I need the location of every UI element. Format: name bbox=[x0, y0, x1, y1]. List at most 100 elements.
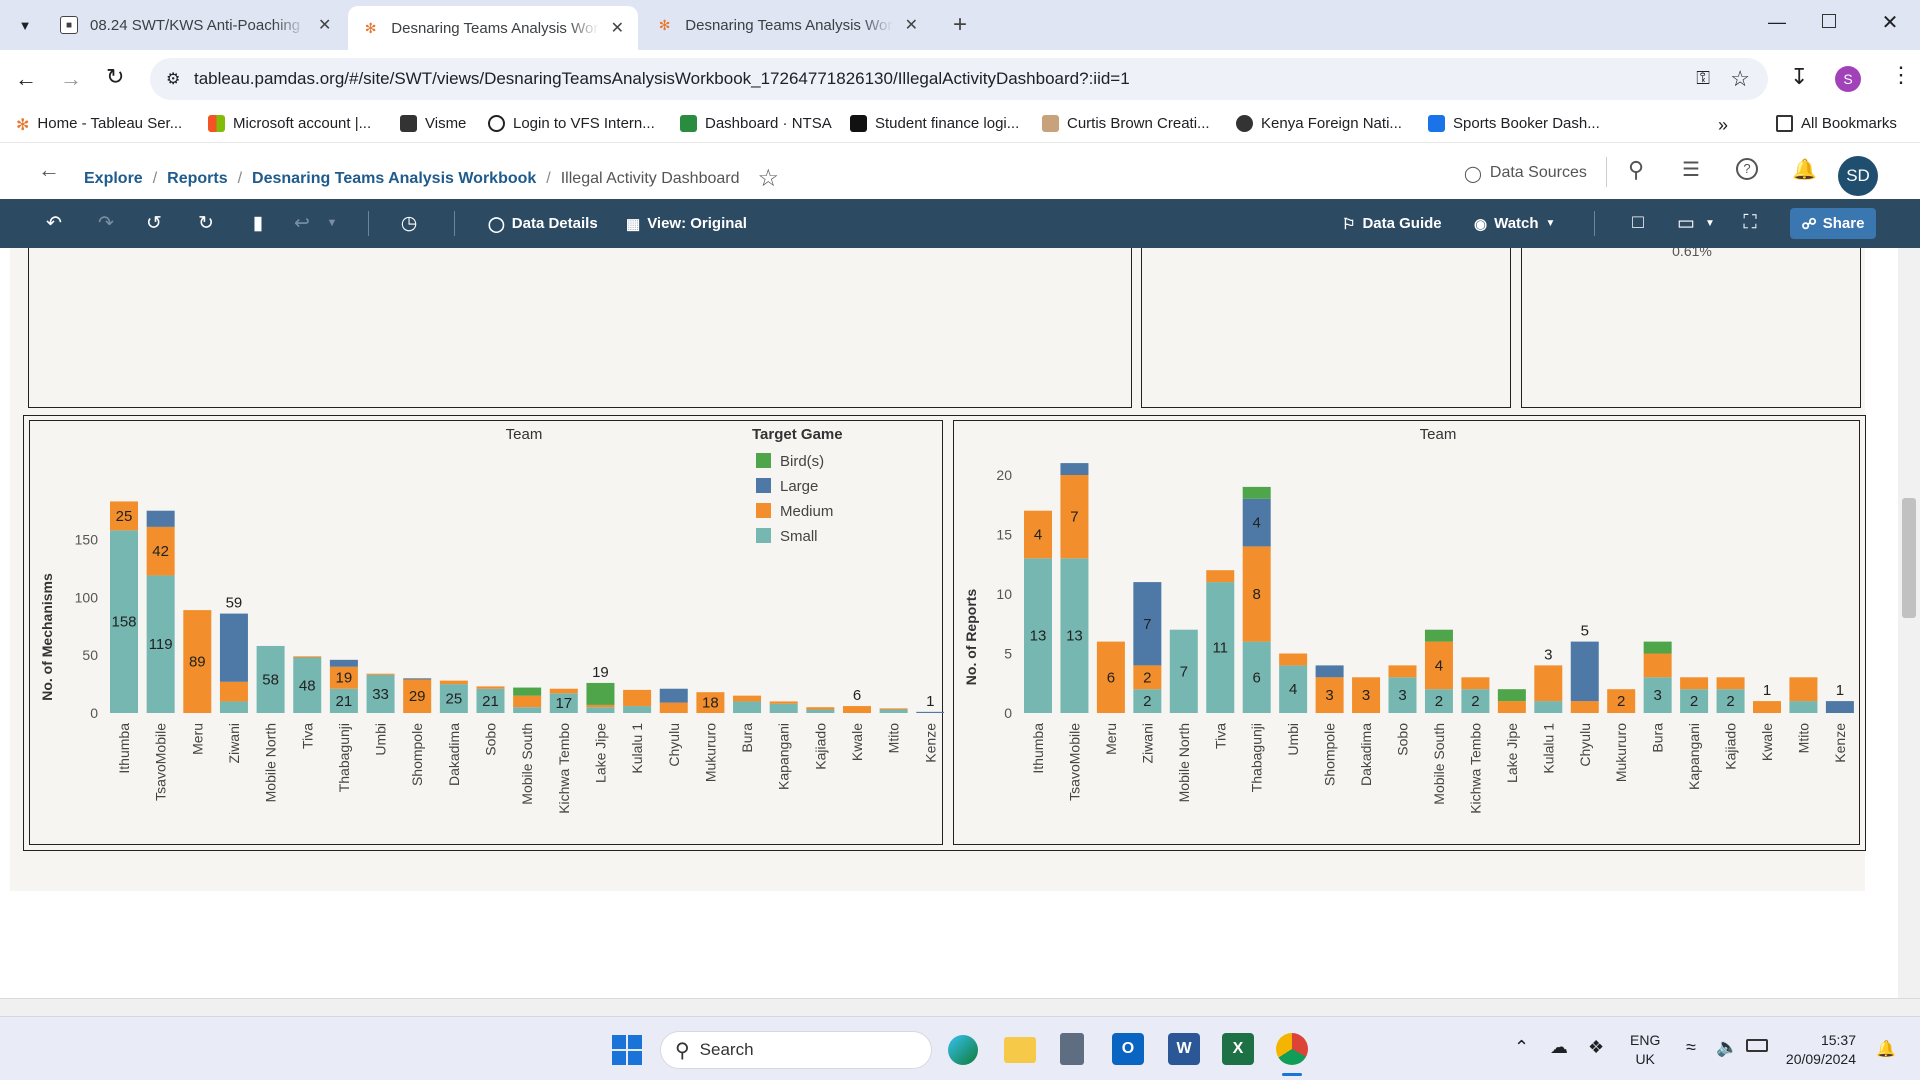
user-avatar[interactable]: SD bbox=[1838, 156, 1878, 196]
close-tab-icon[interactable]: ✕ bbox=[610, 20, 624, 37]
help-icon[interactable]: ? bbox=[1736, 158, 1758, 180]
x-tick-label: Kenze bbox=[922, 723, 938, 763]
close-window-button[interactable]: ✕ bbox=[1881, 12, 1899, 34]
volume-icon[interactable]: 🔈 bbox=[1716, 1037, 1739, 1057]
kpi-value: 0.61% bbox=[1672, 248, 1712, 259]
download-icon[interactable]: ▭ bbox=[1677, 212, 1695, 234]
bar-segment bbox=[1315, 665, 1344, 678]
comments-icon[interactable]: □ bbox=[1632, 212, 1644, 233]
share-button[interactable]: ☍ Share bbox=[1790, 208, 1876, 239]
bar-segment bbox=[1133, 665, 1162, 690]
back-icon[interactable]: ← bbox=[15, 66, 37, 91]
bar-segment bbox=[1424, 689, 1453, 713]
browser-tab-3[interactable]: ✻ Desnaring Teams Analysis Work ✕ bbox=[642, 8, 932, 42]
calculator-icon[interactable] bbox=[1060, 1033, 1084, 1065]
search-icon[interactable]: ⚲ bbox=[1628, 157, 1645, 182]
pause-updates-icon[interactable]: ▮ bbox=[252, 212, 264, 234]
breadcrumb: Explore / Reports / Desnaring Teams Anal… bbox=[84, 164, 779, 193]
edge-icon[interactable] bbox=[948, 1035, 978, 1065]
view-original-button[interactable]: ▦ View: Original bbox=[626, 215, 747, 233]
bookmark-item[interactable]: Login to VFS Intern... bbox=[488, 115, 655, 132]
clock[interactable]: 15:37 20/09/2024 bbox=[1785, 1032, 1856, 1067]
scrollbar-thumb[interactable] bbox=[1902, 498, 1916, 618]
excel-icon[interactable]: X bbox=[1222, 1033, 1254, 1065]
bookmark-item[interactable]: Kenya Foreign Nati... bbox=[1236, 115, 1402, 132]
dropbox-icon[interactable]: ❖ bbox=[1588, 1037, 1605, 1057]
notifications-icon[interactable]: 🔔 bbox=[1792, 159, 1817, 181]
bookmark-item[interactable]: ✻ Home - Tableau Ser... bbox=[16, 115, 183, 134]
tab-search-button[interactable]: ▼ bbox=[18, 17, 32, 33]
breadcrumb-reports[interactable]: Reports bbox=[167, 169, 228, 187]
bookmark-item[interactable]: Curtis Brown Creati... bbox=[1042, 115, 1210, 132]
chrome-menu-icon[interactable]: ⋮ bbox=[1890, 62, 1912, 87]
onedrive-icon[interactable]: ☁ bbox=[1550, 1037, 1568, 1057]
vertical-scrollbar[interactable] bbox=[1898, 248, 1920, 1000]
horizontal-scrollbar[interactable] bbox=[0, 998, 1920, 1016]
breadcrumb-explore[interactable]: Explore bbox=[84, 169, 143, 187]
address-bar[interactable]: ⚙ tableau.pamdas.org/#/site/SWT/views/De… bbox=[150, 58, 1768, 100]
watch-button[interactable]: ◉ Watch ▼ bbox=[1474, 215, 1556, 233]
bottom-charts-container bbox=[23, 415, 1866, 851]
new-tab-button[interactable]: + bbox=[952, 11, 967, 38]
globe-icon bbox=[1236, 115, 1253, 132]
bar-segment bbox=[623, 706, 652, 713]
data-guide-button[interactable]: ⚐ Data Guide bbox=[1342, 215, 1442, 233]
data-details-button[interactable]: ◯ Data Details bbox=[488, 215, 598, 233]
replay-icon[interactable]: ↩ bbox=[294, 212, 310, 234]
bar-segment bbox=[1242, 486, 1271, 499]
notification-bell-icon[interactable]: 🔔 bbox=[1876, 1041, 1896, 1058]
breadcrumb-separator: / bbox=[237, 169, 243, 187]
data-label: 5 bbox=[1581, 623, 1589, 640]
bookmark-item[interactable]: Microsoft account |... bbox=[208, 115, 371, 132]
bookmark-item[interactable]: Student finance logi... bbox=[850, 115, 1019, 132]
restore-button[interactable] bbox=[1822, 14, 1836, 28]
all-bookmarks[interactable]: All Bookmarks bbox=[1776, 115, 1897, 132]
data-sources-button[interactable]: ◯ Data Sources bbox=[1464, 164, 1587, 183]
undo-icon[interactable]: ↶ bbox=[46, 212, 62, 234]
replay-dropdown-icon[interactable]: ▼ bbox=[326, 217, 338, 229]
more-bookmarks-icon[interactable]: » bbox=[1718, 115, 1729, 135]
metrics-icon[interactable]: ◷ bbox=[400, 212, 418, 234]
x-tick-label: Sobo bbox=[1395, 723, 1411, 756]
forward-icon[interactable]: → bbox=[60, 66, 82, 91]
microsoft-icon bbox=[208, 115, 225, 132]
wifi-icon[interactable]: ≈ bbox=[1686, 1037, 1696, 1057]
download-icon[interactable]: ↧ bbox=[1790, 64, 1809, 89]
close-tab-icon[interactable]: ✕ bbox=[318, 17, 332, 34]
reload-icon[interactable]: ↻ bbox=[106, 64, 125, 89]
taskbar-search[interactable]: ⚲ Search bbox=[660, 1031, 932, 1069]
password-key-icon[interactable]: ⚿ bbox=[1696, 68, 1710, 88]
back-arrow-icon[interactable]: ← bbox=[38, 157, 60, 182]
file-explorer-icon[interactable] bbox=[1004, 1037, 1036, 1063]
outlook-icon[interactable]: O bbox=[1112, 1033, 1144, 1065]
profile-avatar[interactable]: S bbox=[1835, 66, 1861, 92]
minimize-button[interactable]: — bbox=[1768, 12, 1786, 32]
x-tick-label: Mtito bbox=[886, 723, 902, 754]
close-tab-icon[interactable]: ✕ bbox=[904, 17, 918, 34]
bookmark-item[interactable]: Visme bbox=[400, 115, 466, 132]
word-icon[interactable]: W bbox=[1168, 1033, 1200, 1065]
site-settings-icon[interactable]: ⚙ bbox=[166, 71, 181, 88]
tray-overflow-icon[interactable]: ⌃ bbox=[1514, 1037, 1530, 1057]
browser-tab-2[interactable]: ✻ Desnaring Teams Analysis Work ✕ bbox=[348, 6, 638, 50]
breadcrumb-workbook[interactable]: Desnaring Teams Analysis Workbook bbox=[252, 169, 537, 187]
bookmark-item[interactable]: Dashboard · NTSA bbox=[680, 115, 832, 132]
data-label: 3 bbox=[1544, 646, 1552, 663]
bookmark-item[interactable]: Sports Booker Dash... bbox=[1428, 115, 1600, 132]
fullscreen-icon[interactable]: ⛶ bbox=[1743, 212, 1757, 233]
windows-start-icon[interactable] bbox=[612, 1035, 642, 1065]
browser-tab-1[interactable]: ■ 08.24 SWT/KWS Anti-Poaching ✕ bbox=[46, 8, 346, 42]
download-dropdown-icon[interactable]: ▼ bbox=[1705, 217, 1715, 229]
chrome-active-indicator bbox=[1282, 1073, 1302, 1076]
chrome-icon[interactable] bbox=[1276, 1033, 1308, 1065]
battery-icon[interactable] bbox=[1746, 1039, 1768, 1052]
revert-icon[interactable]: ↺ bbox=[146, 212, 162, 234]
bar-segment bbox=[1242, 641, 1271, 713]
bar-segment bbox=[439, 684, 468, 713]
bookmark-star-icon[interactable]: ☆ bbox=[1730, 66, 1750, 91]
recents-icon[interactable]: ☰ bbox=[1682, 159, 1700, 181]
refresh-icon[interactable]: ↻ bbox=[198, 212, 214, 234]
favorite-star-icon[interactable]: ☆ bbox=[757, 165, 780, 192]
language-indicator[interactable]: ENG UK bbox=[1630, 1032, 1661, 1067]
redo-icon[interactable]: ↷ bbox=[98, 212, 114, 234]
